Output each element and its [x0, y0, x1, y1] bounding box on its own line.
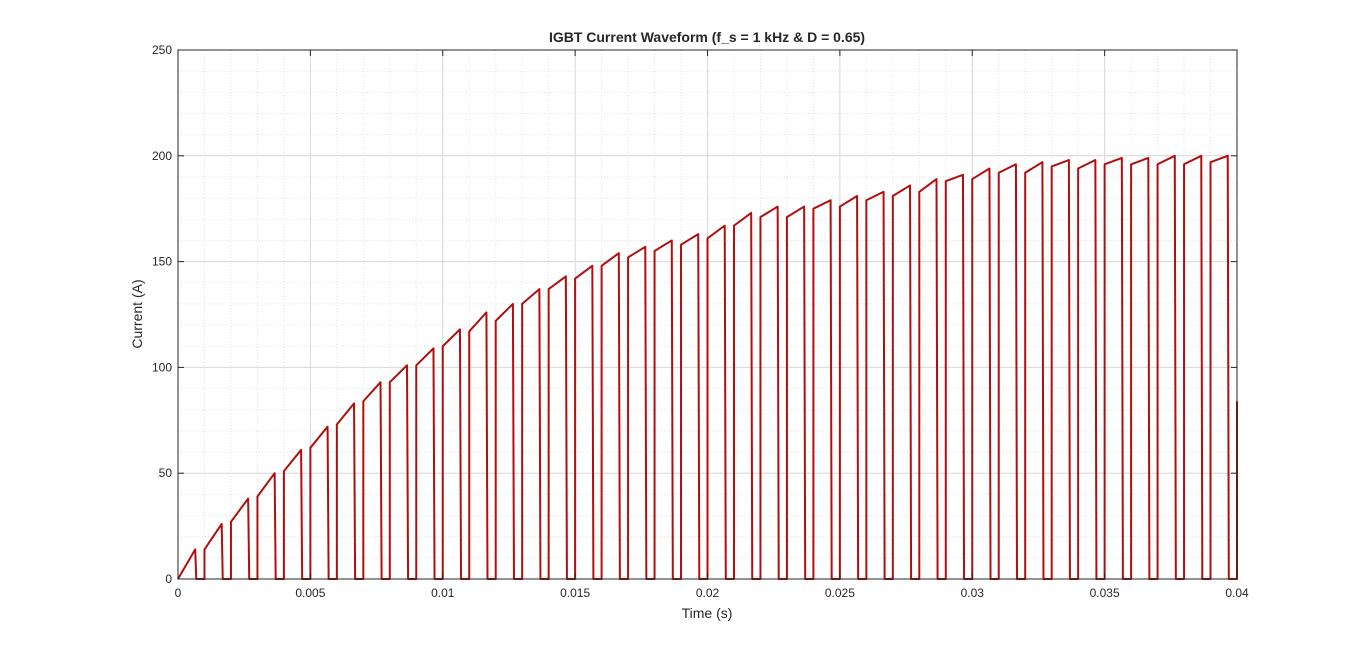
x-axis-label: Time (s) [682, 605, 733, 621]
x-tick-label: 0.01 [431, 586, 455, 600]
y-tick-label: 50 [159, 466, 173, 480]
y-tick-label: 250 [152, 43, 172, 57]
x-tick-label: 0.035 [1090, 586, 1120, 600]
y-tick-label: 100 [152, 360, 172, 374]
x-tick-label: 0.005 [295, 586, 325, 600]
x-tick-label: 0 [175, 586, 182, 600]
y-axis-label: Current (A) [129, 279, 145, 348]
x-tick-label: 0.04 [1225, 586, 1249, 600]
y-axis-ticks: 0 50 100 150 200 250 [152, 43, 1237, 586]
x-tick-label: 0.02 [696, 586, 720, 600]
y-tick-label: 200 [152, 149, 172, 163]
chart-title: IGBT Current Waveform (f_s = 1 kHz & D =… [549, 29, 865, 45]
x-axis-ticks: 0 0.005 0.01 0.015 0.02 0.025 0.03 0.035 0.04 [175, 50, 1249, 600]
x-tick-label: 0.03 [961, 586, 985, 600]
x-tick-label: 0.015 [560, 586, 590, 600]
y-tick-label: 150 [152, 255, 172, 269]
y-tick-label: 0 [165, 572, 172, 586]
x-tick-label: 0.025 [825, 586, 855, 600]
